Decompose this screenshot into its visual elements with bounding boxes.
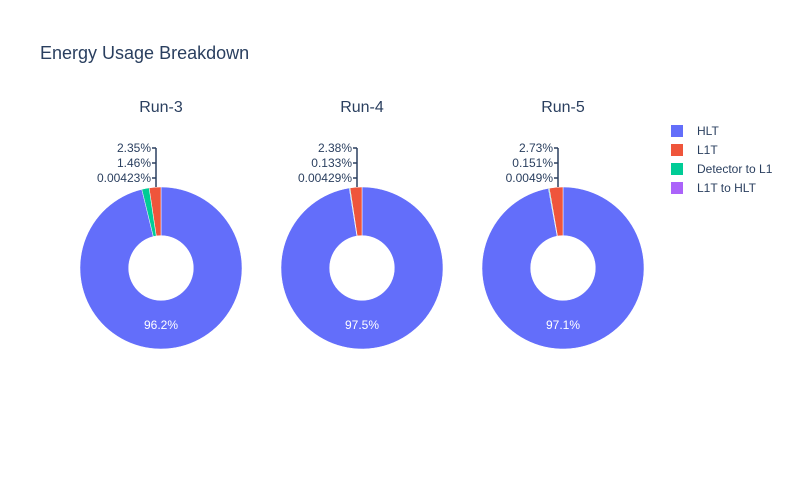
- pie-charts: Run-3 96.2% 2.35%1.46%0.00423% Run-4 97.5% 2.…: [79, 99, 645, 350]
- pie-label-detector-to-l1: 0.151%: [512, 156, 553, 170]
- legend-label: L1T: [697, 143, 718, 157]
- legend-item-l1t-to-hlt[interactable]: L1T to HLT: [671, 181, 757, 195]
- pie-title: Run-4: [340, 99, 384, 116]
- pie-slice-detector-to-l1[interactable]: [548, 187, 558, 237]
- pie-label-hlt: 96.2%: [144, 318, 178, 332]
- pie-label-l1t: 2.73%: [519, 141, 553, 155]
- pie-slice-l1t-to-hlt[interactable]: [141, 189, 154, 237]
- pie-label-l1t-to-hlt: 0.0049%: [506, 171, 554, 185]
- legend-item-hlt[interactable]: HLT: [671, 124, 719, 138]
- legend[interactable]: HLT L1T Detector to L1 L1T to HLT: [671, 124, 773, 195]
- pie-label-detector-to-l1: 0.133%: [311, 156, 352, 170]
- leader-lines: [152, 147, 157, 187]
- pie-label-l1t-to-hlt: 0.00423%: [97, 171, 151, 185]
- legend-label: L1T to HLT: [697, 181, 757, 195]
- pie-run-4[interactable]: Run-4 97.5% 2.38%0.133%0.00429%: [280, 99, 444, 350]
- pie-label-hlt: 97.5%: [345, 318, 379, 332]
- leader-lines: [353, 147, 358, 187]
- pie-slice-l1t[interactable]: [548, 186, 564, 237]
- pie-slice-l1t-to-hlt[interactable]: [548, 188, 558, 237]
- legend-item-l1t[interactable]: L1T: [671, 143, 718, 157]
- chart-title: Energy Usage Breakdown: [40, 43, 249, 63]
- pie-slice-l1t-to-hlt[interactable]: [349, 187, 357, 237]
- legend-swatch: [671, 144, 683, 156]
- pie-slice-detector-to-l1[interactable]: [348, 187, 358, 237]
- pie-slice-detector-to-l1[interactable]: [141, 187, 157, 237]
- pie-run-3[interactable]: Run-3 96.2% 2.35%1.46%0.00423%: [79, 99, 243, 350]
- pie-slice-hlt[interactable]: [280, 186, 444, 350]
- legend-label: Detector to L1: [697, 162, 773, 176]
- pie-label-l1t: 2.35%: [117, 141, 151, 155]
- pie-run-5[interactable]: Run-5 97.1% 2.73%0.151%0.0049%: [481, 99, 645, 350]
- pie-title: Run-5: [541, 99, 585, 116]
- pie-slice-l1t[interactable]: [349, 186, 363, 237]
- legend-swatch: [671, 182, 683, 194]
- legend-swatch: [671, 125, 683, 137]
- legend-item-detector-to-l1[interactable]: Detector to L1: [671, 162, 773, 176]
- pie-label-l1t: 2.38%: [318, 141, 352, 155]
- pie-slice-hlt[interactable]: [481, 186, 645, 350]
- pie-label-detector-to-l1: 1.46%: [117, 156, 151, 170]
- pie-slice-l1t[interactable]: [148, 186, 162, 237]
- leader-lines: [554, 147, 559, 187]
- pie-title: Run-3: [139, 99, 183, 116]
- pie-label-hlt: 97.1%: [546, 318, 580, 332]
- pie-slice-hlt[interactable]: [79, 186, 243, 350]
- legend-label: HLT: [697, 124, 719, 138]
- pie-label-l1t-to-hlt: 0.00429%: [298, 171, 352, 185]
- legend-swatch: [671, 163, 683, 175]
